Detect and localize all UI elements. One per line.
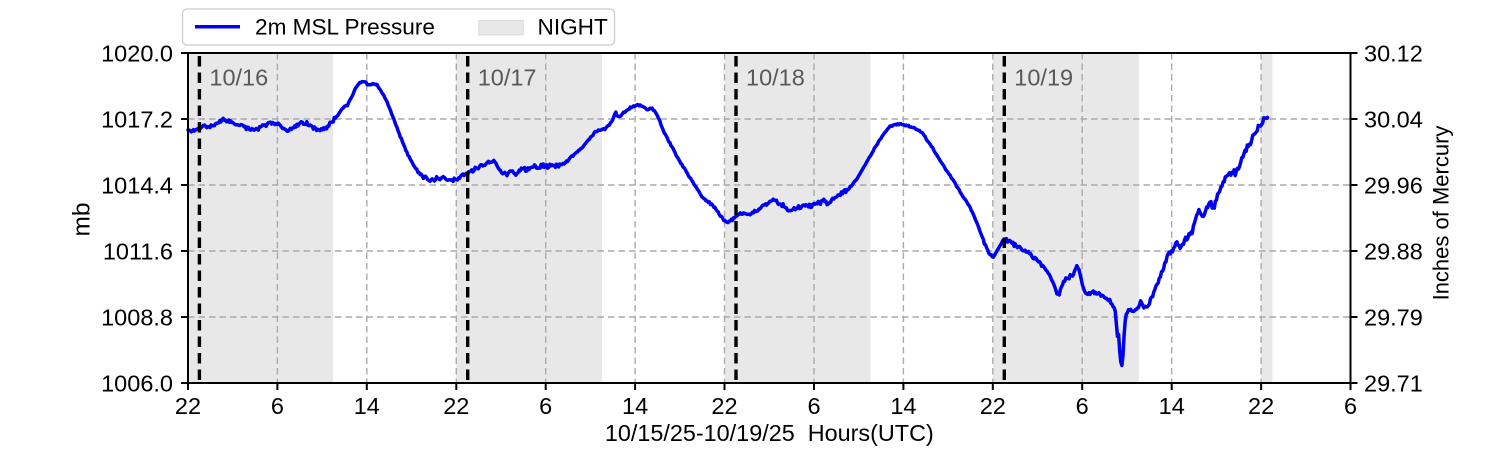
svg-text:1014.4: 1014.4 — [101, 173, 173, 199]
svg-text:10/17: 10/17 — [478, 65, 537, 91]
svg-text:14: 14 — [622, 393, 648, 419]
svg-text:1020.0: 1020.0 — [101, 41, 173, 67]
svg-text:22: 22 — [443, 393, 469, 419]
svg-text:22: 22 — [175, 393, 201, 419]
svg-text:22: 22 — [1248, 393, 1274, 419]
svg-text:29.79: 29.79 — [1364, 305, 1423, 331]
svg-text:29.88: 29.88 — [1364, 239, 1423, 265]
svg-text:1017.2: 1017.2 — [101, 107, 173, 133]
svg-text:6: 6 — [1344, 393, 1357, 419]
svg-text:10/18: 10/18 — [746, 65, 805, 91]
svg-text:1008.8: 1008.8 — [101, 305, 173, 331]
svg-text:6: 6 — [271, 393, 284, 419]
svg-text:mb: mb — [69, 202, 96, 236]
svg-text:Inches of Mercury: Inches of Mercury — [1429, 126, 1454, 301]
svg-text:22: 22 — [980, 393, 1006, 419]
svg-text:14: 14 — [890, 393, 916, 419]
svg-text:6: 6 — [539, 393, 552, 419]
svg-text:29.96: 29.96 — [1364, 173, 1423, 199]
svg-text:10/19: 10/19 — [1014, 65, 1073, 91]
svg-text:14: 14 — [1159, 393, 1185, 419]
svg-text:NIGHT: NIGHT — [538, 14, 608, 39]
svg-text:10/15/25-10/19/25 Hours(UTC): 10/15/25-10/19/25 Hours(UTC) — [605, 420, 934, 446]
svg-text:1006.0: 1006.0 — [101, 371, 173, 397]
svg-text:6: 6 — [807, 393, 820, 419]
svg-text:30.04: 30.04 — [1364, 107, 1423, 133]
svg-text:22: 22 — [711, 393, 737, 419]
svg-text:10/16: 10/16 — [209, 65, 268, 91]
svg-text:29.71: 29.71 — [1364, 371, 1423, 397]
svg-text:6: 6 — [1076, 393, 1089, 419]
svg-text:1011.6: 1011.6 — [103, 239, 173, 265]
svg-text:14: 14 — [354, 393, 380, 419]
svg-text:30.12: 30.12 — [1364, 41, 1423, 67]
svg-text:2m MSL Pressure: 2m MSL Pressure — [255, 14, 435, 39]
